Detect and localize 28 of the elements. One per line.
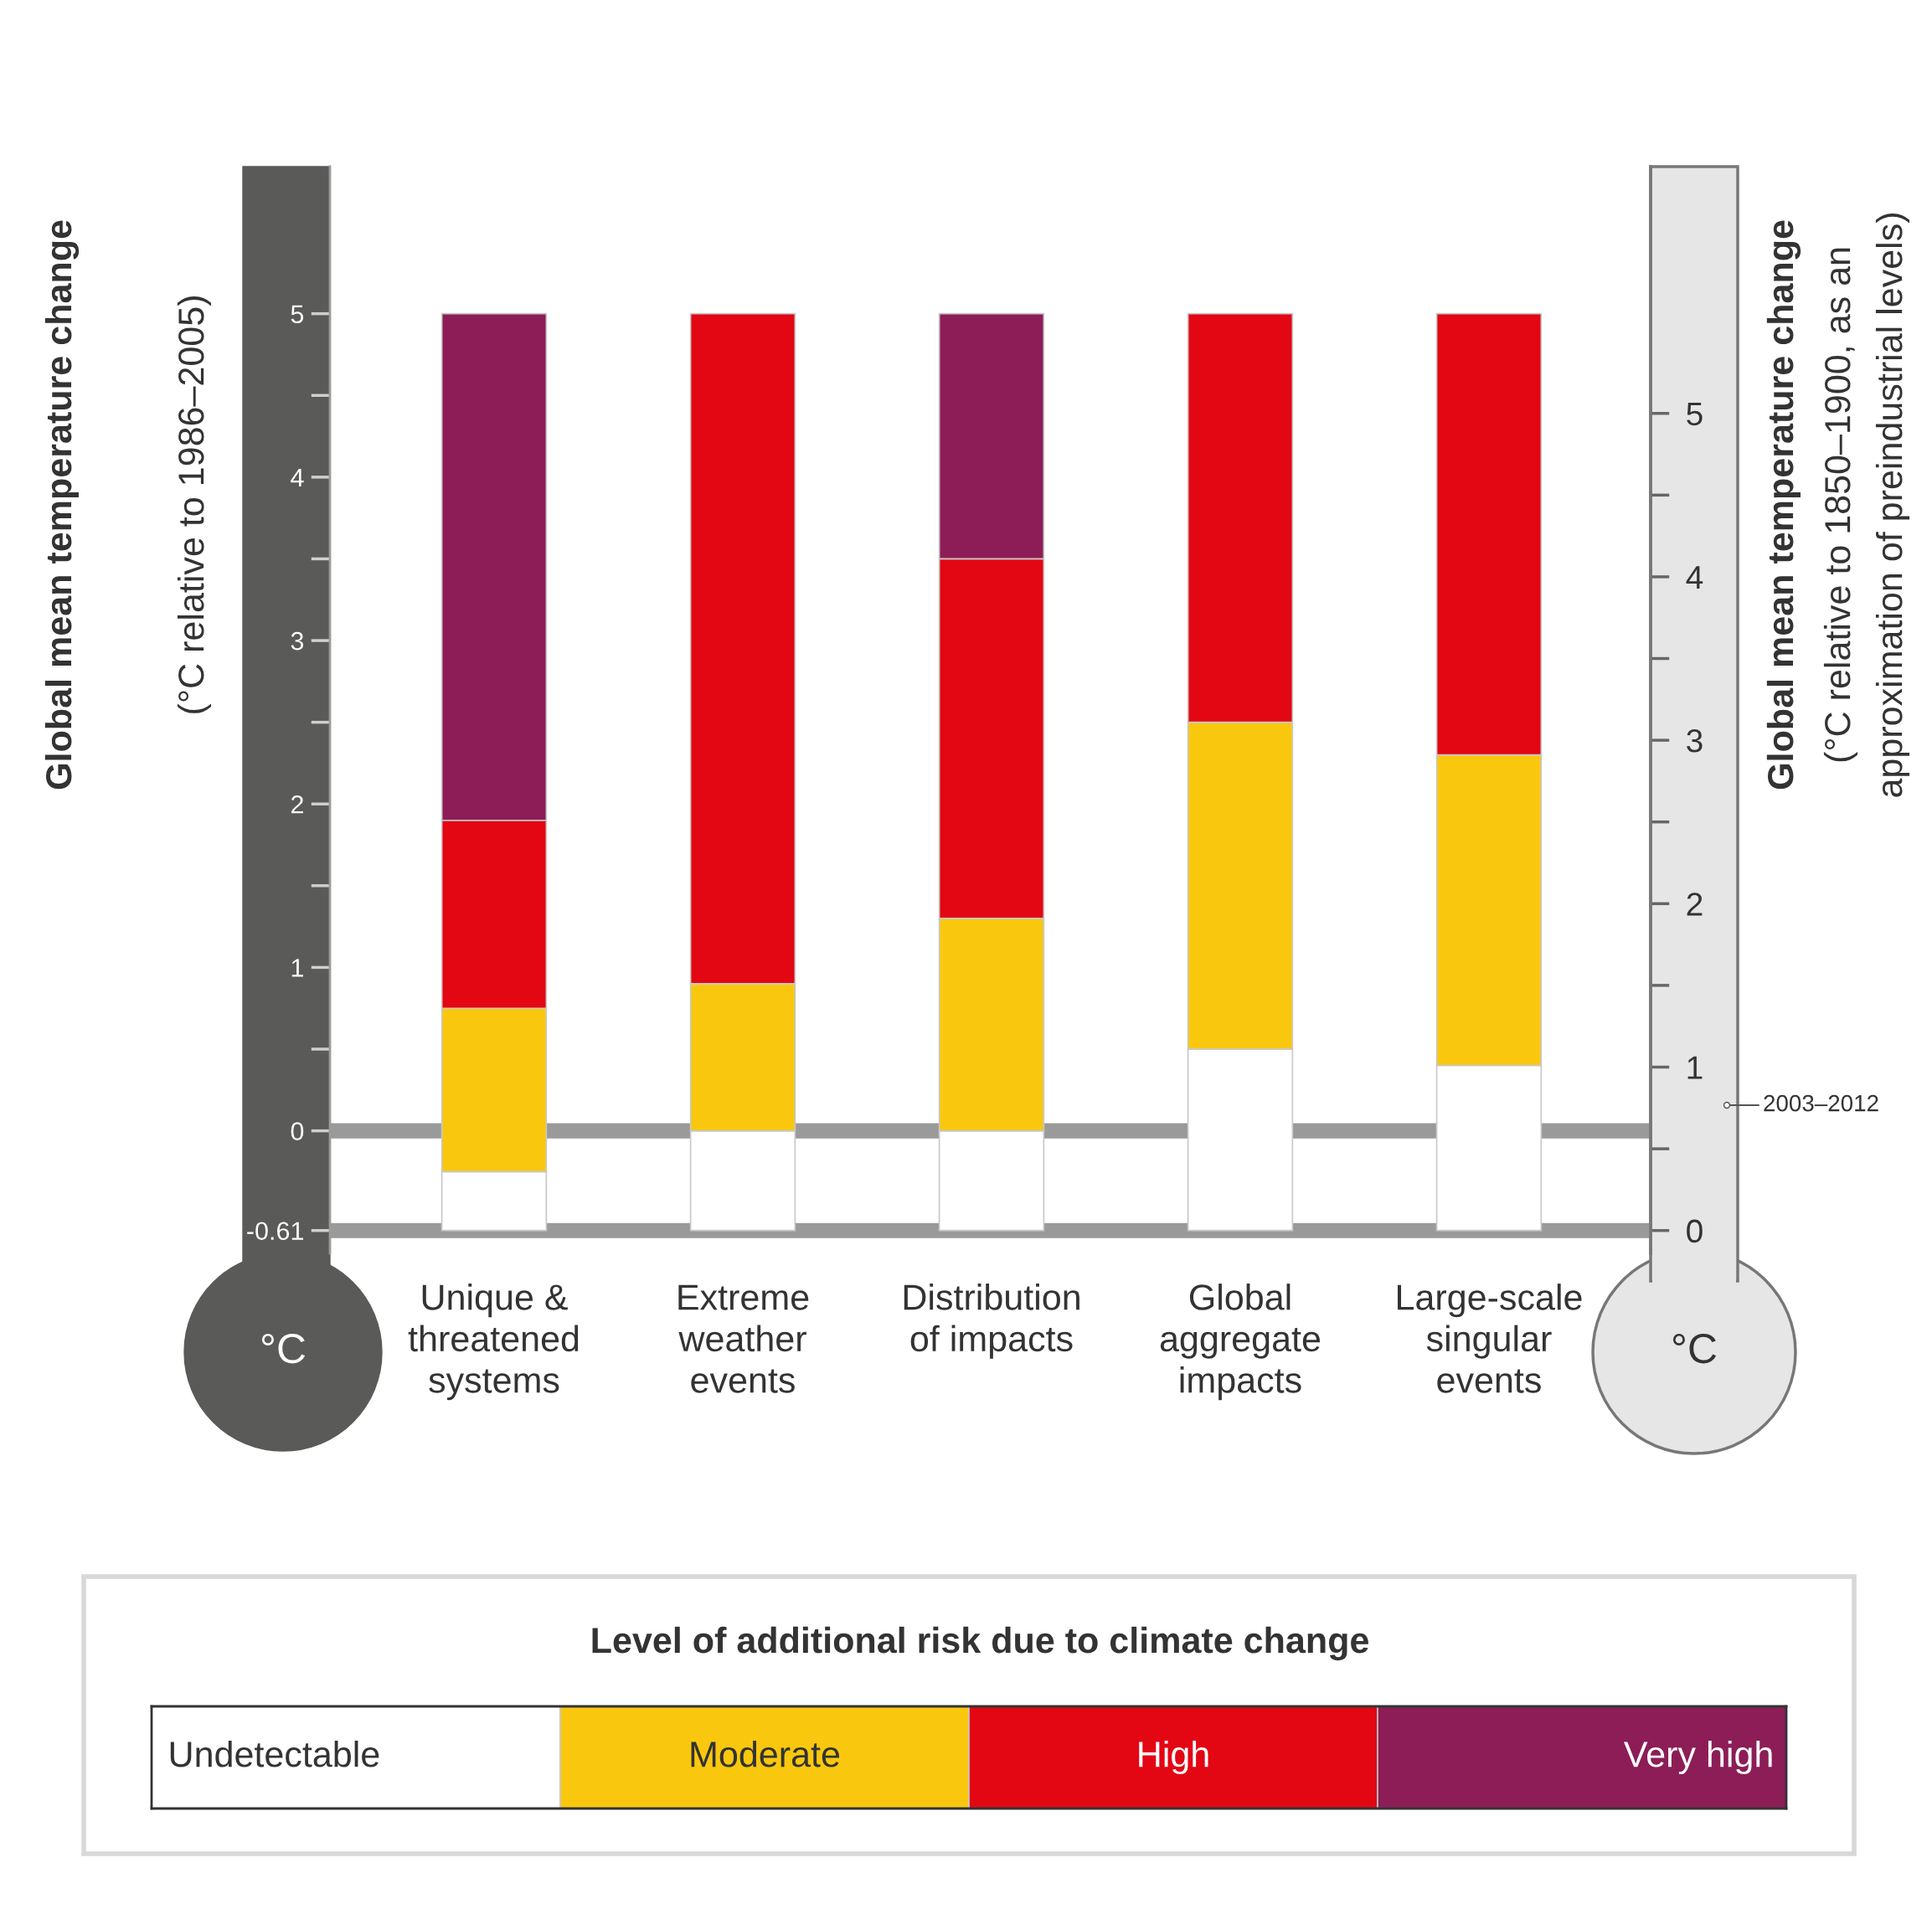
y-tick-label: 3 [291,631,304,651]
x-tick-label: Large-scale singular events [1398,1284,1582,1393]
x-tick-label: Unique & threatened systems [408,1284,579,1401]
y-tick-label: 5 [291,305,304,324]
x-tick-label: Extreme weather events [678,1284,809,1393]
text: Very high [1624,1740,1772,1775]
x-tick-label: Distribution of impacts [904,1284,1079,1359]
y2-tick-label: 4 [1686,566,1703,589]
y2-tick-label: 5 [1687,403,1703,426]
text: °C [261,1334,306,1364]
text: Undetectable [170,1740,379,1767]
y-tick-label: 0 [291,1122,304,1140]
text: 2003–2012 [1764,1094,1878,1112]
y2-tick-label: 1 [1687,1056,1703,1079]
y-tick-label: 4 [291,468,304,486]
y2-tick-label: 3 [1687,729,1703,753]
text: High [1139,1740,1208,1775]
x-tick-label: Global aggregate impacts [1160,1284,1321,1401]
y2-axis-title: Global mean temperature change (°C relative to 1850–1900, as an approximation of preindustrial levels) [1766,214,1910,797]
y-tick-label: 1 [291,959,303,977]
text: Global mean temperature change (°C relative to 1986–2005) [44,220,212,790]
text: Moderate [691,1740,840,1767]
y-tick-label: 2 [291,795,303,814]
y2-tick-label: 2 [1687,893,1703,916]
y2-tick-label: 0 [1687,1219,1703,1243]
legend-title: Level of additional risk due to climate change [592,1626,1368,1661]
y-tick-label: -0.61 [247,1222,303,1241]
text: °C [1672,1334,1717,1364]
